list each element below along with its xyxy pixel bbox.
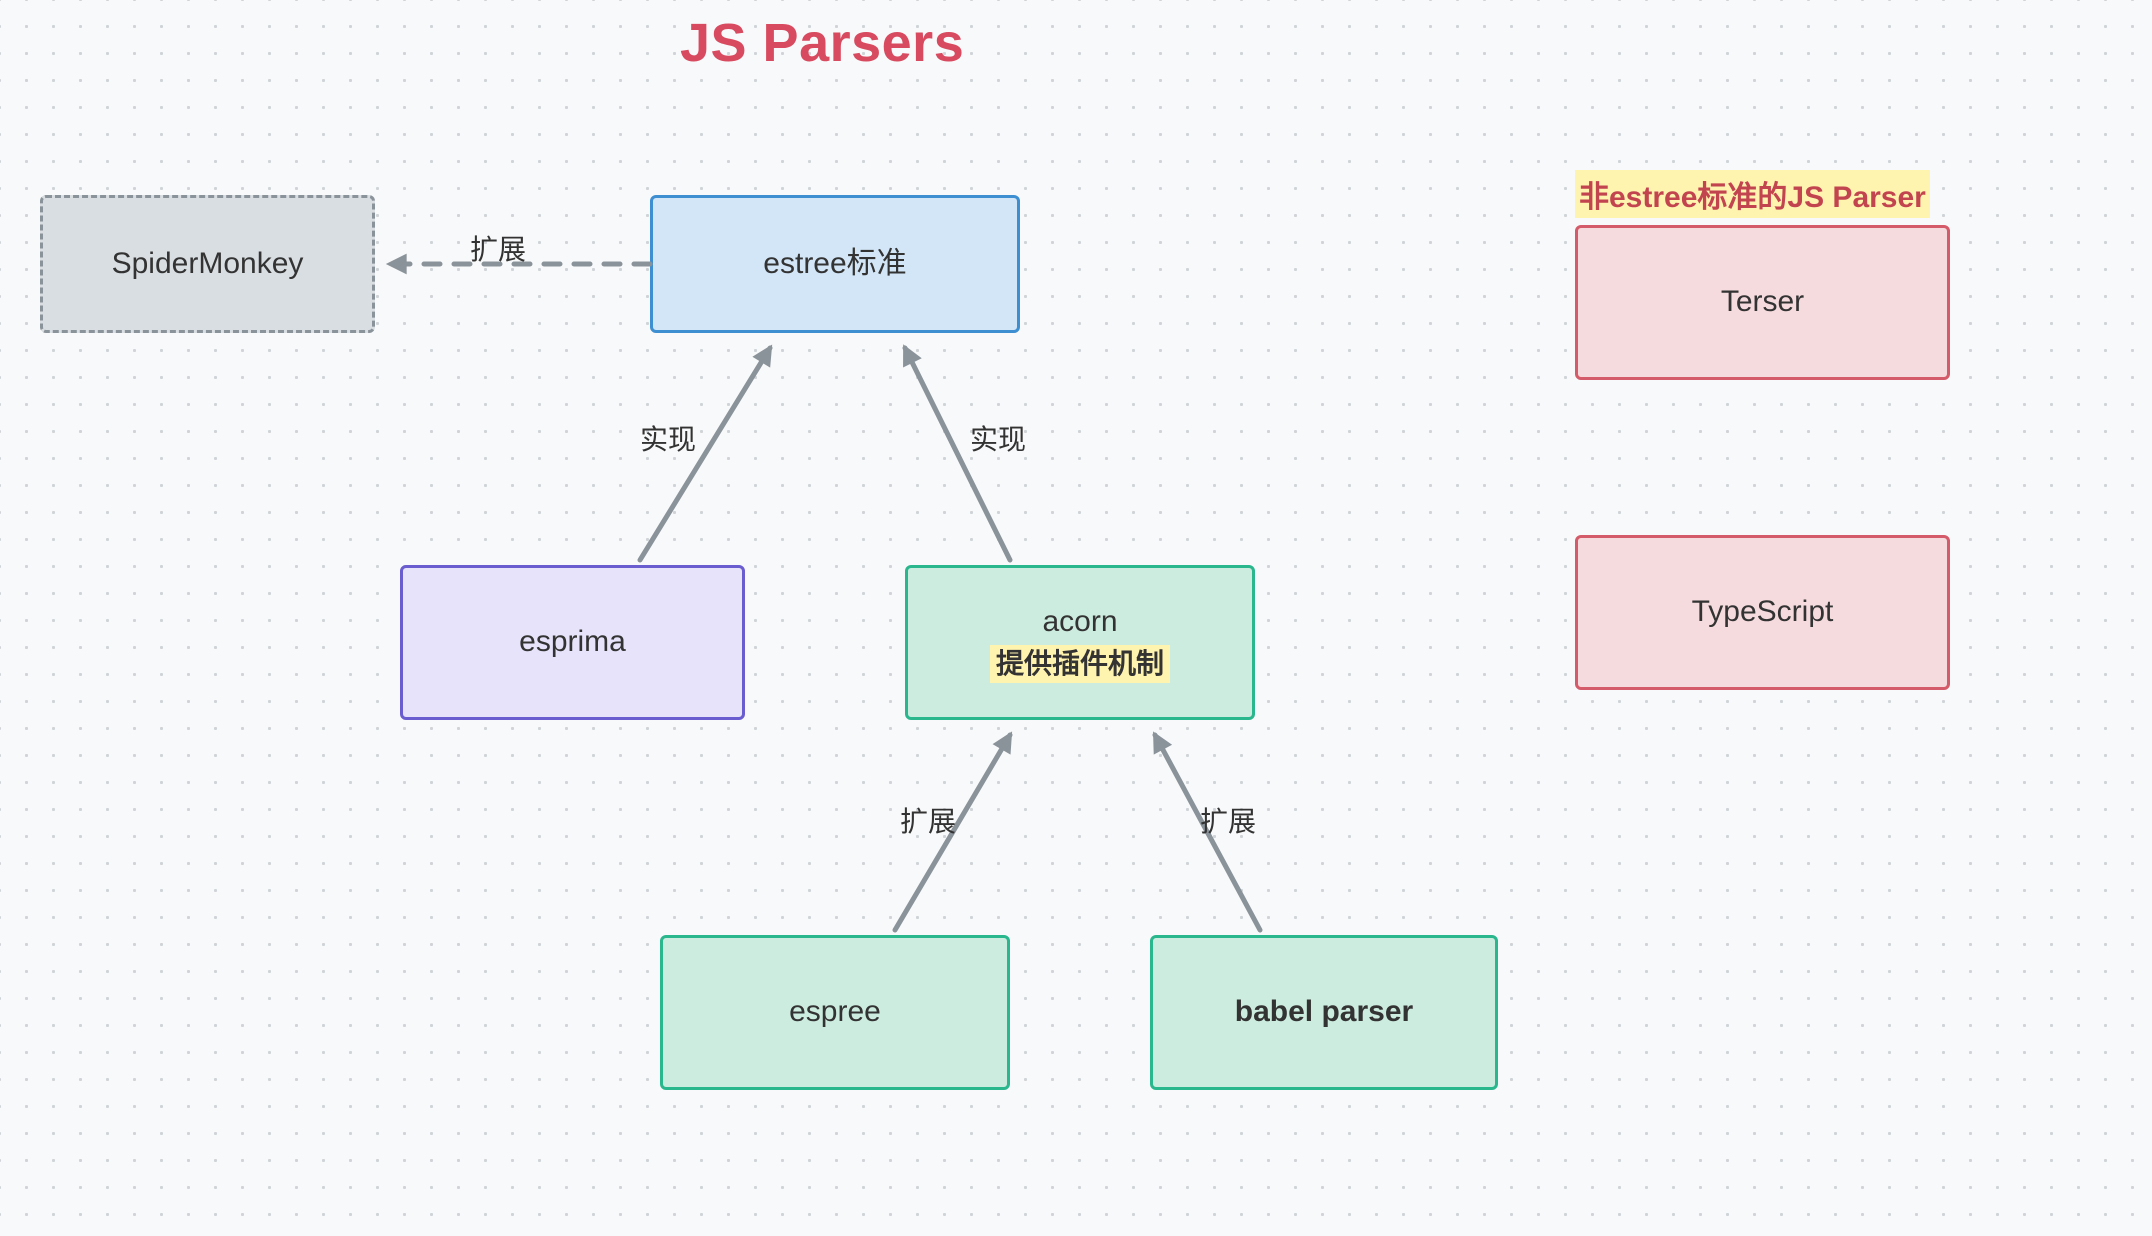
- edge-label-espree-to-acorn: 扩展: [900, 800, 956, 840]
- edge-label-esprima-to-estree: 实现: [640, 418, 696, 458]
- node-label: TypeScript: [1692, 592, 1834, 633]
- non-estree-label: 非estree标准的JS Parser: [1575, 170, 1930, 218]
- diagram-canvas: JS Parsers 非estree标准的JS Parser SpiderMon…: [0, 0, 2152, 1236]
- node-label: espree: [789, 992, 881, 1033]
- node-label: acorn: [1042, 602, 1117, 643]
- node-espree: espree: [660, 935, 1010, 1090]
- node-label: Terser: [1721, 282, 1804, 323]
- node-terser: Terser: [1575, 225, 1950, 380]
- node-estree: estree标准: [650, 195, 1020, 333]
- edge-label-babel-to-acorn: 扩展: [1200, 800, 1256, 840]
- node-typescript: TypeScript: [1575, 535, 1950, 690]
- node-label: esprima: [519, 622, 626, 663]
- node-sublabel: 提供插件机制: [990, 645, 1170, 683]
- node-acorn: acorn 提供插件机制: [905, 565, 1255, 720]
- node-label: babel parser: [1235, 992, 1413, 1033]
- edge-label-acorn-to-estree: 实现: [970, 418, 1026, 458]
- node-babel: babel parser: [1150, 935, 1498, 1090]
- node-label: estree标准: [763, 244, 906, 285]
- diagram-title: JS Parsers: [680, 12, 964, 74]
- node-label: SpiderMonkey: [112, 244, 304, 285]
- edge-label-estree-to-spidermonkey: 扩展: [470, 228, 526, 268]
- node-spidermonkey: SpiderMonkey: [40, 195, 375, 333]
- node-esprima: esprima: [400, 565, 745, 720]
